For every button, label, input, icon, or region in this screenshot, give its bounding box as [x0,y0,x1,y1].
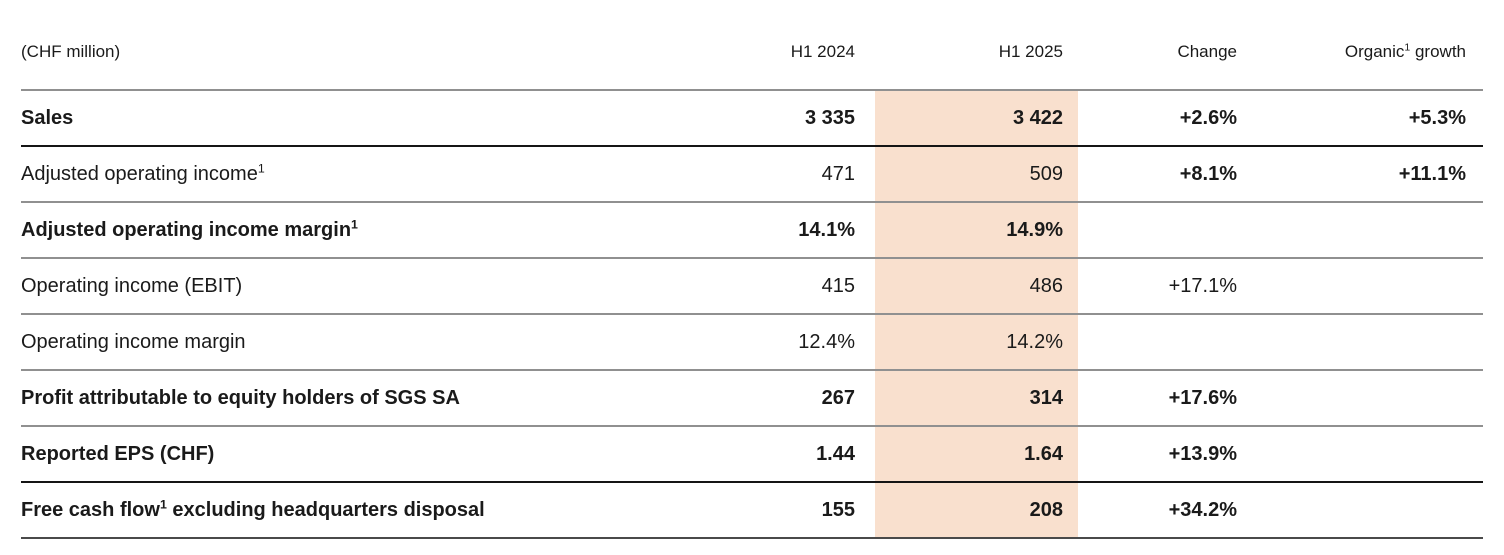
cell-h1_2025: 14.9% [875,202,1078,259]
text: growth [1410,41,1466,61]
table-row: Operating income margin 12.4% 14.2% [21,314,1483,371]
row-label: Operating income margin [21,314,718,371]
cell-organic [1245,426,1483,483]
cell-change: +8.1% [1078,146,1245,203]
text: Operating income margin [21,330,246,353]
table-row: Free cash flow1 excluding headquarters d… [21,482,1483,539]
financial-results-page: (CHF million) H1 2024 H1 2025 Change Organi… [21,0,1483,539]
cell-h1_2024: 267 [718,370,875,427]
unit-label: (CHF million) [21,0,718,91]
table-row: Sales 3 335 3 422 +2.6% +5.3% [21,90,1483,147]
text: Adjusted operating income [21,162,258,185]
column-header-change: Change [1078,0,1245,91]
cell-organic [1245,314,1483,371]
cell-organic: +11.1% [1245,146,1483,203]
cell-organic [1245,482,1483,539]
row-label: Operating income (EBIT) [21,258,718,315]
cell-h1_2025: 1.64 [875,426,1078,483]
cell-h1_2025: 14.2% [875,314,1078,371]
cell-organic [1245,370,1483,427]
cell-change: +13.9% [1078,426,1245,483]
cell-organic [1245,258,1483,315]
text: Free cash flow [21,498,160,521]
table-row: Operating income (EBIT) 415 486 +17.1% [21,258,1483,315]
table-row: Adjusted operating income margin1 14.1% 14… [21,202,1483,259]
row-label: Reported EPS (CHF) [21,426,718,483]
table-row: Reported EPS (CHF) 1.44 1.64 +13.9% [21,426,1483,483]
column-header-h1_2024: H1 2024 [718,0,875,91]
cell-h1_2025: 3 422 [875,90,1078,147]
cell-h1_2025: 486 [875,258,1078,315]
cell-h1_2024: 471 [718,146,875,203]
cell-h1_2025: 208 [875,482,1078,539]
cell-h1_2025: 509 [875,146,1078,203]
text: excluding headquarters disposal [166,498,485,521]
text: Sales [21,106,74,129]
column-header-h1_2025: H1 2025 [875,0,1078,91]
cell-h1_2024: 1.44 [718,426,875,483]
text: Operating income (EBIT) [21,274,243,297]
text: Organic [1344,41,1405,61]
cell-change [1078,314,1245,371]
footnote-superscript: 1 [257,160,265,175]
table-row: Profit attributable to equity holders of… [21,370,1483,427]
table-row: Adjusted operating income1 471 509 +8.1% +11… [21,146,1483,203]
footnote-superscript: 1 [159,496,167,511]
text: Profit attributable to equity holders of… [21,386,460,409]
row-label: Sales [21,90,718,147]
text: H1 2025 [998,41,1063,61]
cell-organic: +5.3% [1245,90,1483,147]
text: Adjusted operating income margin [21,218,352,241]
header-row: (CHF million) H1 2024 H1 2025 Change Organi… [21,0,1483,91]
cell-h1_2024: 155 [718,482,875,539]
footnote-superscript: 1 [1404,40,1411,53]
cell-change [1078,202,1245,259]
cell-h1_2024: 3 335 [718,90,875,147]
text: H1 2024 [790,41,855,61]
row-label: Profit attributable to equity holders of… [21,370,718,427]
text: Change [1177,41,1237,61]
cell-change: +17.6% [1078,370,1245,427]
cell-change: +2.6% [1078,90,1245,147]
cell-h1_2024: 415 [718,258,875,315]
cell-change: +34.2% [1078,482,1245,539]
half-year-results-table: (CHF million) H1 2024 H1 2025 Change Organi… [21,0,1483,539]
text: Reported EPS (CHF) [21,442,215,465]
cell-h1_2025: 314 [875,370,1078,427]
cell-h1_2024: 14.1% [718,202,875,259]
cell-change: +17.1% [1078,258,1245,315]
cell-h1_2024: 12.4% [718,314,875,371]
footnote-superscript: 1 [351,216,358,231]
row-label: Adjusted operating income margin1 [21,202,718,259]
row-label: Free cash flow1 excluding headquarters d… [21,482,718,539]
column-header-organic: Organic1 growth [1245,0,1483,91]
row-label: Adjusted operating income1 [21,146,718,203]
cell-organic [1245,202,1483,259]
